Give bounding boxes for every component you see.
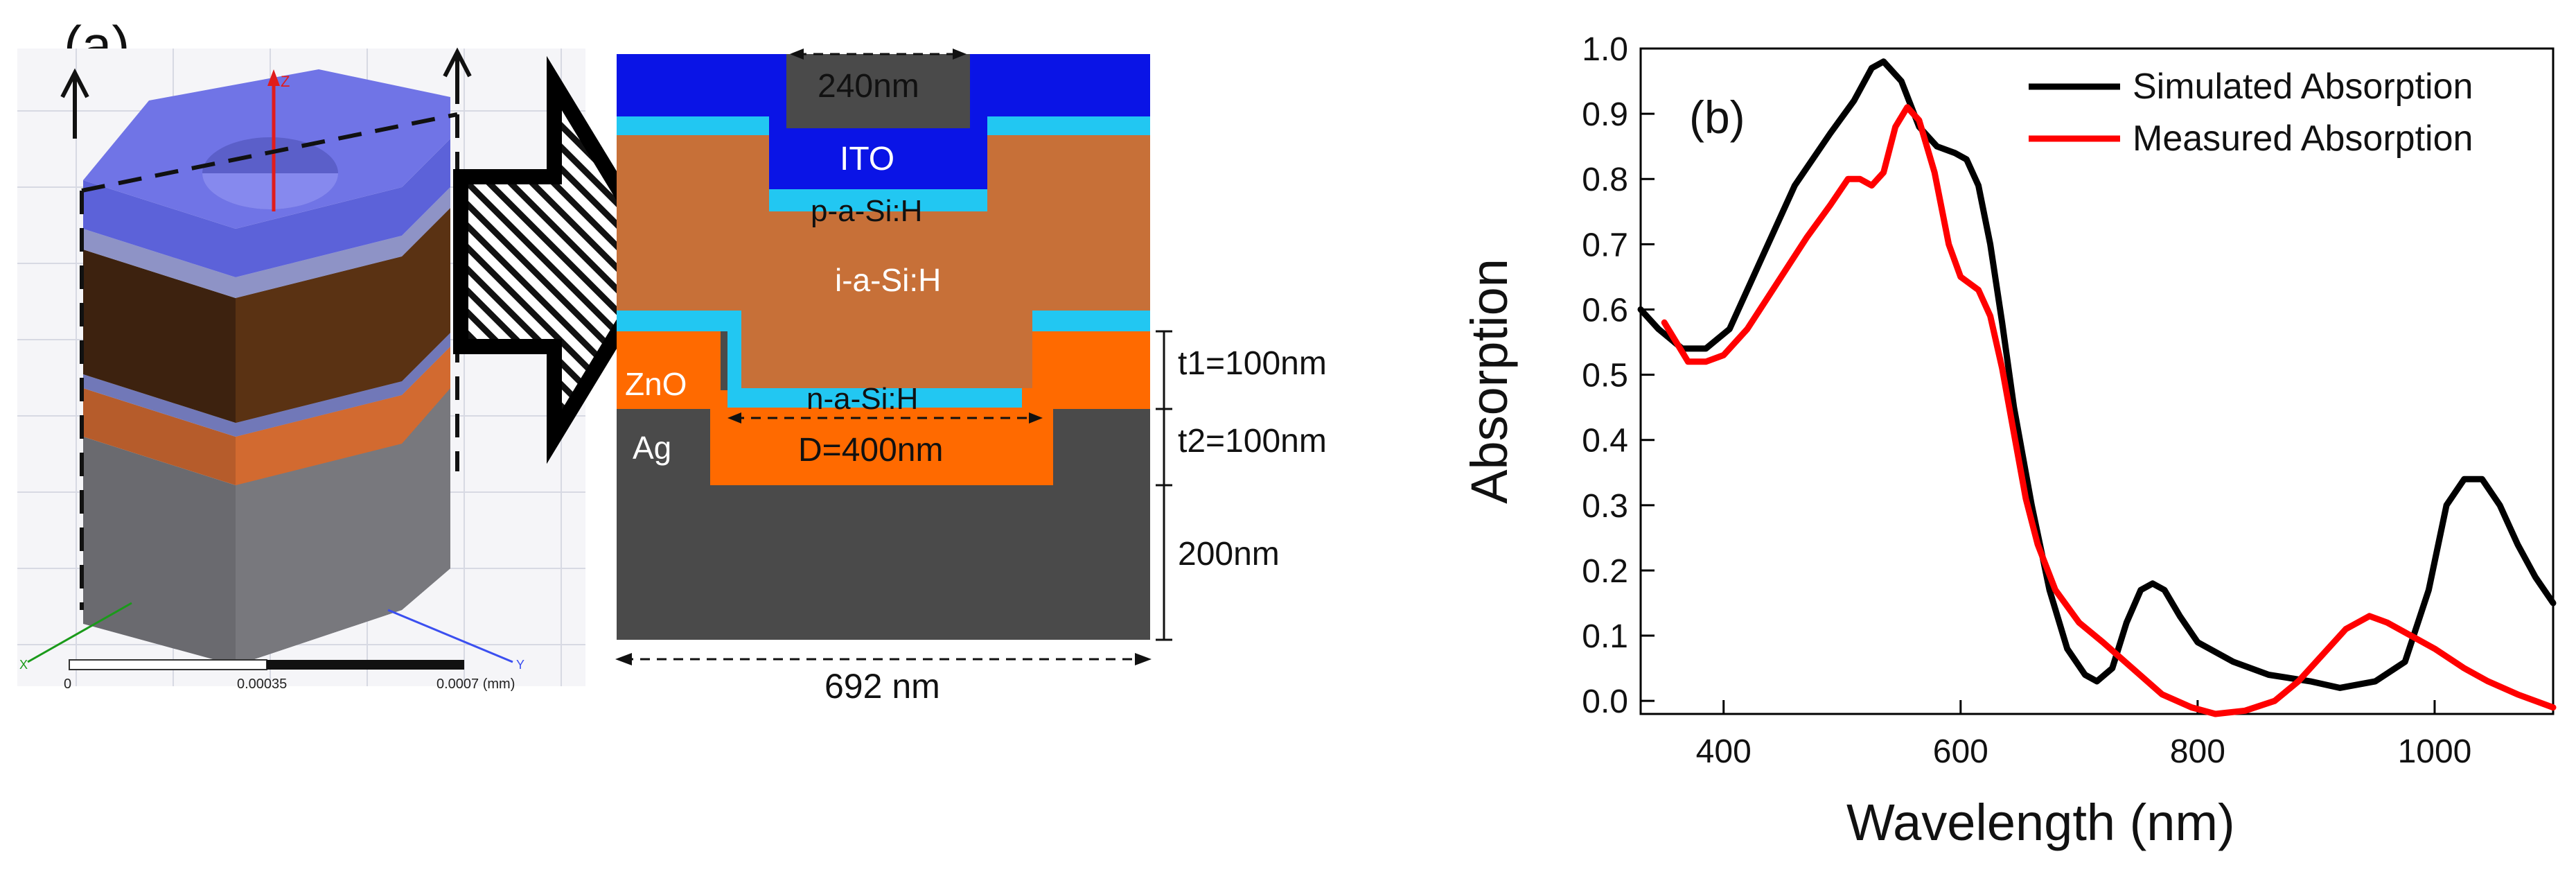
y-tick-label: 0.8 (1582, 162, 1628, 198)
panel-b-label: (b) (1689, 91, 1745, 143)
i-layer-label: i-a-Si:H (835, 262, 941, 298)
ito-label: ITO (840, 141, 894, 177)
t2-label: t2=100nm (1178, 423, 1327, 460)
t1-label: t1=100nm (1178, 345, 1327, 382)
dimensions (615, 49, 1172, 665)
y-tick-label: 0.5 (1582, 358, 1628, 394)
p-layer-band (83, 187, 450, 298)
x-tick-label: 400 (1696, 733, 1752, 770)
cut-plane-arrows (60, 47, 472, 139)
y-tick-label: 0.9 (1582, 96, 1628, 133)
zno-layer (617, 331, 1150, 485)
series-layer (1637, 58, 2557, 717)
legend: Simulated Absorption Measured Absorption (2029, 67, 2473, 159)
y-tick-label: 0.7 (1582, 227, 1628, 263)
n-layer-band (83, 333, 450, 437)
legend-label-simulated: Simulated Absorption (2133, 67, 2473, 107)
panel-b: (b) 0.0 0.1 0.2 0.3 0.4 0.5 0.6 0.7 0.8 0.9 1.0 40… (1461, 31, 2557, 851)
z-axis-arrowhead (267, 69, 280, 86)
p-layer-label: p-a-Si:H (811, 194, 922, 228)
measured-absorption-line (1661, 104, 2557, 717)
hole-wall (202, 173, 338, 209)
y-tick-label: 0.0 (1582, 683, 1628, 720)
y-tick-label: 0.2 (1582, 553, 1628, 590)
y-tick-label: 0.3 (1582, 488, 1628, 525)
width-label: 692 nm (824, 667, 940, 706)
hatched-arrow (453, 55, 671, 464)
ag-label: Ag (633, 430, 671, 466)
x-axis-label: Wavelength (nm) (1846, 794, 2235, 851)
axis-triad: X Y (19, 602, 524, 672)
cross-section: Ag ZnO i-a-Si:H p-a-Si:H ITO n-a-Si:H (617, 54, 1150, 640)
ito-layer (617, 54, 1150, 189)
i-layer (617, 116, 1150, 388)
x-tick-label: 1000 (2398, 733, 2472, 770)
y-axis: 0.0 0.1 0.2 0.3 0.4 0.5 0.6 0.7 0.8 0.9 1.0 (1582, 31, 1655, 720)
hole-width-label: 240nm (818, 68, 919, 105)
zno-label: ZnO (625, 366, 687, 402)
ag-block-front (236, 388, 450, 665)
z-axis-letter: Z (281, 73, 290, 90)
y-tick-label: 0.1 (1582, 618, 1628, 655)
x-axis: 400 600 800 1000 (1696, 700, 2472, 770)
zno-band-front (236, 347, 450, 485)
x-tick-label: 600 (1933, 733, 1988, 770)
x-axis-letter: X (19, 658, 28, 672)
d-label: D=400nm (798, 432, 943, 469)
render-viewport: Z X Y 0 (17, 47, 585, 692)
y-axis-letter: Y (516, 658, 524, 672)
scale-tick-2: 0.0007 (mm) (436, 677, 515, 692)
plot-frame (1639, 47, 2555, 715)
y-tick-label: 0.6 (1582, 292, 1628, 329)
ito-slab-side (83, 139, 450, 277)
x-tick-label: 800 (2170, 733, 2225, 770)
legend-label-measured: Measured Absorption (2133, 119, 2473, 159)
substrate-label: 200nm (1178, 536, 1280, 573)
panel-a: (a) (17, 15, 1327, 706)
simulated-absorption-line (1637, 58, 2557, 691)
i-layer-band-front (236, 208, 450, 423)
y-tick-label: 0.4 (1582, 423, 1628, 460)
scale-tick-0: 0 (64, 677, 71, 692)
y-axis-label: Absorption (1461, 259, 1518, 504)
y-tick-label: 1.0 (1582, 31, 1628, 68)
scale-bar: 0 0.00035 0.0007 (mm) (64, 659, 515, 692)
p-layer (617, 110, 1150, 211)
hexagonal-prism: Z (83, 69, 450, 665)
n-layer-label: n-a-Si:H (806, 382, 918, 416)
scale-tick-1: 0.00035 (237, 677, 287, 692)
